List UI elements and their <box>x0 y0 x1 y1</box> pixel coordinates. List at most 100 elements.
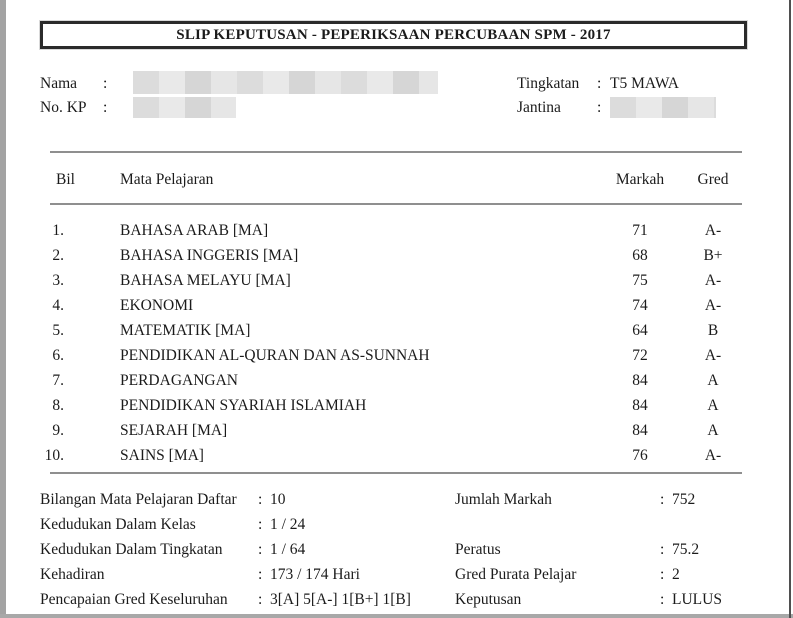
table-row: 7. PERDAGANGAN 84 A <box>0 371 793 391</box>
row-subject: SEJARAH [MA] <box>120 422 228 439</box>
summary-label: Bilangan Mata Pelajaran Daftar <box>40 491 237 508</box>
summary-value: 173 / 174 Hari <box>270 566 360 583</box>
row-subject: PENDIDIKAN AL-QURAN DAN AS-SUNNAH <box>120 347 430 364</box>
summary-label: Keputusan <box>455 591 522 608</box>
summary-value: 3[A] 5[A-] 1[B+] 1[B] <box>270 591 411 608</box>
tingkatan-label: Tingkatan <box>517 75 580 92</box>
row-markah: 71 <box>632 222 648 239</box>
table-header-rule <box>50 203 742 205</box>
summary-row: Kedudukan Dalam Tingkatan : 1 / 64 Perat… <box>0 540 793 560</box>
row-subject: BAHASA MELAYU [MA] <box>120 272 291 289</box>
row-gred: A <box>707 397 719 414</box>
summary-colon: : <box>660 566 665 583</box>
row-markah: 72 <box>632 347 648 364</box>
nama-label: Nama <box>40 75 78 92</box>
jantina-value-redacted <box>610 97 716 118</box>
row-markah: 64 <box>632 322 648 339</box>
summary-colon: : <box>258 541 263 558</box>
summary-row: Bilangan Mata Pelajaran Daftar : 10 Juml… <box>0 490 793 510</box>
row-markah: 68 <box>632 247 648 264</box>
row-bil: 3. <box>52 272 64 289</box>
row-bil: 4. <box>52 297 64 314</box>
row-subject: SAINS [MA] <box>120 447 204 464</box>
no-kp-label: No. KP <box>40 99 87 116</box>
header-gred: Gred <box>697 171 729 188</box>
header-mata-pelajaran: Mata Pelajaran <box>120 171 214 188</box>
row-markah: 75 <box>632 272 648 289</box>
summary-colon: : <box>258 516 263 533</box>
row-subject: PERDAGANGAN <box>120 372 238 389</box>
nama-value-redacted <box>133 71 438 94</box>
summary-label: Gred Purata Pelajar <box>455 566 577 583</box>
table-row: 6. PENDIDIKAN AL-QURAN DAN AS-SUNNAH 72 … <box>0 346 793 366</box>
row-bil: 2. <box>52 247 64 264</box>
row-gred: B+ <box>703 247 723 264</box>
summary-value: 2 <box>672 566 680 583</box>
row-markah: 76 <box>632 447 648 464</box>
table-row: 2. BAHASA INGGERIS [MA] 68 B+ <box>0 246 793 266</box>
row-gred: A- <box>704 272 722 289</box>
table-row: 10. SAINS [MA] 76 A- <box>0 446 793 466</box>
summary-label: Kedudukan Dalam Kelas <box>40 516 196 533</box>
row-markah: 74 <box>632 297 648 314</box>
row-gred: A <box>707 422 719 439</box>
header-markah: Markah <box>615 171 665 188</box>
row-gred: A- <box>704 297 722 314</box>
summary-value: LULUS <box>672 591 722 608</box>
row-bil: 1. <box>52 222 64 239</box>
no-kp-value-redacted <box>133 97 236 118</box>
table-bottom-rule <box>50 472 742 474</box>
summary-row: Kehadiran : 173 / 174 Hari Gred Purata P… <box>0 565 793 585</box>
summary-value: 1 / 64 <box>270 541 306 558</box>
row-subject: BAHASA ARAB [MA] <box>120 222 269 239</box>
summary-colon: : <box>258 591 263 608</box>
page-edge-bottom <box>0 614 793 618</box>
table-row: 4. EKONOMI 74 A- <box>0 296 793 316</box>
table-header-row: Bil Mata Pelajaran Markah Gred <box>0 170 793 190</box>
table-row: 8. PENDIDIKAN SYARIAH ISLAMIAH 84 A <box>0 396 793 416</box>
summary-colon: : <box>660 591 665 608</box>
nama-colon: : <box>103 75 108 92</box>
summary-value: 75.2 <box>672 541 700 558</box>
no-kp-colon: : <box>103 99 108 116</box>
table-top-rule <box>50 151 742 153</box>
row-markah: 84 <box>632 422 648 439</box>
summary-label: Kedudukan Dalam Tingkatan <box>40 541 223 558</box>
tingkatan-value: T5 MAWA <box>610 75 679 92</box>
summary-colon: : <box>258 491 263 508</box>
summary-label: Jumlah Markah <box>455 491 552 508</box>
header-bil: Bil <box>56 171 75 188</box>
page-edge-right <box>789 0 791 618</box>
row-gred: A- <box>704 222 722 239</box>
summary-label: Pencapaian Gred Keseluruhan <box>40 591 228 608</box>
row-gred: A <box>707 372 719 389</box>
summary-colon: : <box>660 491 665 508</box>
row-bil: 9. <box>52 422 64 439</box>
row-gred: B <box>707 322 719 339</box>
row-gred: A- <box>704 347 722 364</box>
row-subject: MATEMATIK [MA] <box>120 322 251 339</box>
tingkatan-colon: : <box>597 75 602 92</box>
row-bil: 5. <box>52 322 64 339</box>
slip-title: SLIP KEPUTUSAN - PEPERIKSAAN PERCUBAAN S… <box>176 26 611 43</box>
row-gred: A- <box>704 447 722 464</box>
table-row: 1. BAHASA ARAB [MA] 71 A- <box>0 221 793 241</box>
summary-label: Peratus <box>455 541 501 558</box>
summary-row: Kedudukan Dalam Kelas : 1 / 24 <box>0 515 793 535</box>
row-markah: 84 <box>632 372 648 389</box>
summary-value: 1 / 24 <box>270 516 306 533</box>
row-subject: BAHASA INGGERIS [MA] <box>120 247 299 264</box>
table-row: 3. BAHASA MELAYU [MA] 75 A- <box>0 271 793 291</box>
summary-colon: : <box>660 541 665 558</box>
summary-colon: : <box>258 566 263 583</box>
summary-label: Kehadiran <box>40 566 105 583</box>
row-markah: 84 <box>632 397 648 414</box>
row-bil: 10. <box>44 447 64 464</box>
summary-value: 10 <box>270 491 286 508</box>
row-bil: 7. <box>52 372 64 389</box>
jantina-label: Jantina <box>517 99 561 116</box>
summary-value: 752 <box>672 491 696 508</box>
summary-row: Pencapaian Gred Keseluruhan : 3[A] 5[A-]… <box>0 590 793 610</box>
row-bil: 6. <box>52 347 64 364</box>
